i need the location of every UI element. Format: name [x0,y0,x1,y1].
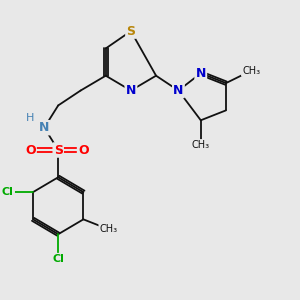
Text: N: N [39,121,50,134]
Text: N: N [126,84,136,97]
Text: H: H [26,113,34,123]
Text: O: O [78,143,89,157]
Text: Cl: Cl [2,187,14,197]
Text: O: O [25,143,36,157]
Text: CH₃: CH₃ [192,140,210,150]
Text: S: S [126,25,135,38]
Text: N: N [173,84,184,97]
Text: CH₃: CH₃ [100,224,118,234]
Text: Cl: Cl [52,254,64,264]
Text: N: N [196,67,206,80]
Text: CH₃: CH₃ [242,66,260,76]
Text: S: S [54,143,63,157]
